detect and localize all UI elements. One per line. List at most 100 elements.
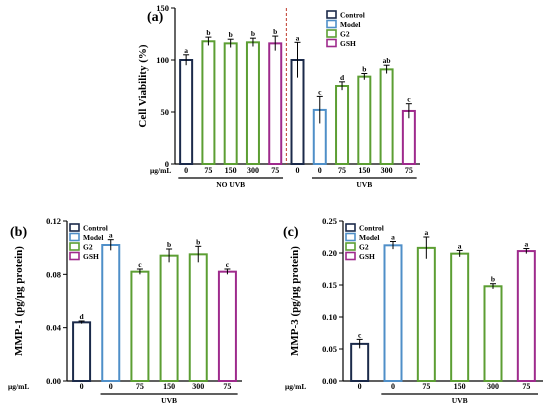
group-label: NO UVB <box>216 180 245 189</box>
x-tick-label: 300 <box>487 382 499 391</box>
bar <box>223 42 238 165</box>
legend-label: Model <box>83 233 103 242</box>
x-tick-label: 300 <box>192 382 204 391</box>
significance-letter: b <box>196 237 200 246</box>
x-tick-label: 150 <box>358 166 370 175</box>
significance-letter: b <box>251 29 255 38</box>
y-tick-label: 0.15 <box>322 280 337 290</box>
bar <box>130 270 150 382</box>
bar <box>483 285 503 382</box>
x-tick-label: 150 <box>225 166 237 175</box>
bar <box>516 250 536 382</box>
significance-letter: ab <box>383 56 391 65</box>
significance-letter: b <box>206 28 210 37</box>
bar <box>179 59 194 165</box>
x-tick-label: 75 <box>271 166 279 175</box>
legend-swatch <box>69 251 80 261</box>
legend-label: G2 <box>359 243 369 252</box>
legend-swatch <box>326 10 337 19</box>
chart-panel-3: (c) 0.00 0.05 0.10 0.15 0.20 0.25 MMP-3 (pg/μg … <box>283 216 543 405</box>
bar <box>383 244 403 382</box>
bar <box>350 342 370 383</box>
legend-swatch <box>345 242 356 251</box>
significance-letter: a <box>296 33 300 42</box>
x-tick-label: 150 <box>454 382 466 391</box>
x-tick-label: 300 <box>381 166 393 175</box>
significance-letter: d <box>340 73 345 82</box>
bar <box>335 85 350 165</box>
bar <box>416 246 436 382</box>
bar <box>101 244 121 382</box>
x-tick-label: 75 <box>522 382 530 391</box>
y-tick-label: 0.12 <box>46 216 61 226</box>
x-tick-label: 300 <box>247 166 259 175</box>
legend-label: GSH <box>340 39 356 48</box>
bar <box>201 40 216 165</box>
significance-letter: b <box>273 27 277 36</box>
legend-swatch <box>345 251 356 261</box>
y-tick-label: 100 <box>156 55 169 65</box>
x-tick-label: 75 <box>136 382 144 391</box>
legend-swatch <box>69 232 80 242</box>
legend-label: Model <box>359 233 379 242</box>
x-tick-label: 0 <box>109 382 113 391</box>
y-tick-label: 0.05 <box>322 344 337 354</box>
chart-panel-1: (a) 0 50 100 150 Cell Viability (%) a 0 b 75 b 150 b… <box>137 3 420 189</box>
y-tick-label: 0.00 <box>46 376 61 386</box>
bar <box>379 68 394 165</box>
x-tick-label: 75 <box>422 382 430 391</box>
legend-label: G2 <box>340 30 350 39</box>
bar <box>188 253 208 382</box>
bar <box>159 254 179 383</box>
bar <box>401 109 416 165</box>
y-tick-label: 0.10 <box>322 312 337 322</box>
significance-letter: c <box>138 260 142 269</box>
legend-swatch <box>69 242 80 251</box>
legend-swatch <box>326 19 337 29</box>
x-tick-label: 75 <box>405 166 413 175</box>
x-tick-label: 0 <box>318 166 322 175</box>
y-tick-label: 0.04 <box>46 323 62 333</box>
panel-label: (a) <box>147 10 164 25</box>
significance-letter: a <box>184 46 188 55</box>
legend-label: Control <box>83 224 108 233</box>
significance-letter: a <box>524 240 528 249</box>
y-tick-label: 50 <box>161 107 170 117</box>
x-tick-label: 150 <box>163 382 175 391</box>
legend-label: Model <box>340 20 360 29</box>
legend-swatch <box>326 38 337 48</box>
bar <box>217 270 237 382</box>
bar <box>450 252 470 382</box>
panel-label: (c) <box>283 225 299 240</box>
legend-label: GSH <box>83 252 99 261</box>
unit-label: μg/mL <box>8 382 29 391</box>
x-tick-label: 0 <box>184 166 188 175</box>
significance-letter: a <box>424 228 428 237</box>
significance-letter: b <box>362 65 366 74</box>
legend-swatch <box>345 223 356 232</box>
significance-letter: a <box>391 232 395 241</box>
legend-label: G2 <box>83 243 93 252</box>
y-tick-label: 0.00 <box>322 376 337 386</box>
y-tick-label: 0.25 <box>322 216 337 226</box>
significance-letter: a <box>109 231 113 240</box>
bar <box>245 41 260 165</box>
significance-letter: a <box>458 241 462 250</box>
group-label: UVB <box>356 180 372 189</box>
legend-swatch <box>326 29 337 38</box>
significance-letter: d <box>79 312 84 321</box>
x-tick-label: 0 <box>391 382 395 391</box>
significance-letter: b <box>167 240 171 249</box>
group-label: UVB <box>161 396 177 405</box>
legend-label: Control <box>359 224 384 233</box>
x-tick-label: 0 <box>358 382 362 391</box>
x-tick-label: 0 <box>80 382 84 391</box>
significance-letter: c <box>358 330 362 339</box>
y-tick-label: 0 <box>165 159 169 169</box>
significance-letter: c <box>407 95 411 104</box>
significance-letter: b <box>491 275 495 284</box>
significance-letter: c <box>226 260 230 269</box>
